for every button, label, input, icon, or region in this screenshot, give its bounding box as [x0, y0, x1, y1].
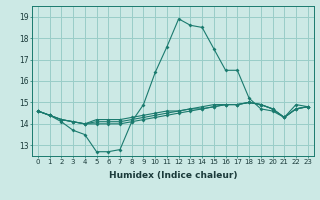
X-axis label: Humidex (Indice chaleur): Humidex (Indice chaleur): [108, 171, 237, 180]
